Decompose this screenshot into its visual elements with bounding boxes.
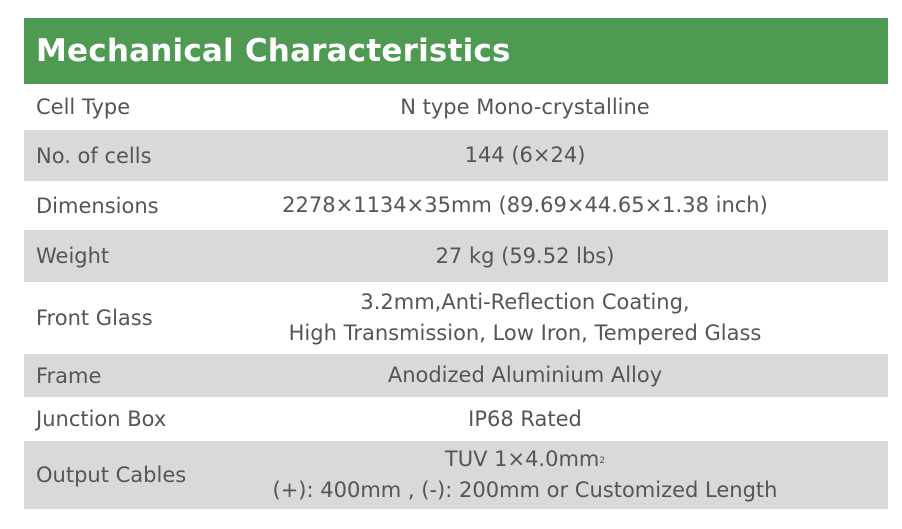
value-line: High Transmission, Low Iron, Tempered Gl… (288, 321, 762, 345)
table-header: Mechanical Characteristics (24, 18, 888, 84)
table-row-cell-type: Cell Type N type Mono-crystalline (24, 84, 888, 130)
row-value: N type Mono-crystalline (254, 92, 888, 123)
value-line: TUV 1×4.0mm2 (254, 444, 796, 475)
row-value: TUV 1×4.0mm2 (+): 400mm , (-): 200mm or … (254, 444, 888, 506)
value-line: 3.2mm,Anti-Reflection Coating, (360, 290, 690, 314)
table-title: Mechanical Characteristics (36, 33, 511, 69)
mechanical-characteristics-table: Mechanical Characteristics Cell Type N t… (24, 18, 888, 509)
table-row-dimensions: Dimensions 2278×1134×35mm (89.69×44.65×1… (24, 181, 888, 230)
value-line: 144 (6×24) (464, 143, 586, 167)
value-line: 2278×1134×35mm (89.69×44.65×1.38 inch) (282, 193, 768, 217)
row-value: Anodized Aluminium Alloy (254, 360, 888, 391)
row-label: Dimensions (36, 193, 159, 218)
table-row-front-glass: Front Glass 3.2mm,Anti-Reflection Coatin… (24, 282, 888, 354)
value-line: 27 kg (59.52 lbs) (435, 243, 615, 268)
row-value: IP68 Rated (254, 404, 888, 435)
row-label: Output Cables (36, 463, 187, 487)
row-label: Cell Type (36, 95, 131, 119)
table-row-output-cables: Output Cables TUV 1×4.0mm2 (+): 400mm , … (24, 441, 888, 509)
row-label: No. of cells (36, 143, 152, 168)
table-row-no-of-cells: No. of cells 144 (6×24) (24, 130, 888, 181)
value-line: Anodized Aluminium Alloy (387, 363, 663, 387)
table-row-weight: Weight 27 kg (59.52 lbs) (24, 230, 888, 282)
row-value: 3.2mm,Anti-Reflection Coating, High Tran… (254, 287, 888, 349)
row-value: 27 kg (59.52 lbs) (254, 241, 888, 272)
row-label: Weight (36, 244, 110, 268)
table-row-junction-box: Junction Box IP68 Rated (24, 397, 888, 441)
row-value: 2278×1134×35mm (89.69×44.65×1.38 inch) (254, 190, 888, 221)
row-value: 144 (6×24) (254, 140, 888, 171)
row-label: Junction Box (36, 407, 167, 431)
value-line: (+): 400mm , (-): 200mm or Customized Le… (272, 478, 778, 502)
value-line: IP68 Rated (468, 406, 582, 431)
value-line: N type Mono-crystalline (400, 94, 650, 119)
value-text: TUV 1×4.0mm (444, 447, 600, 471)
row-label: Front Glass (36, 306, 153, 330)
row-label: Frame (36, 363, 102, 388)
superscript: 2 (599, 456, 606, 466)
table-row-frame: Frame Anodized Aluminium Alloy (24, 354, 888, 397)
